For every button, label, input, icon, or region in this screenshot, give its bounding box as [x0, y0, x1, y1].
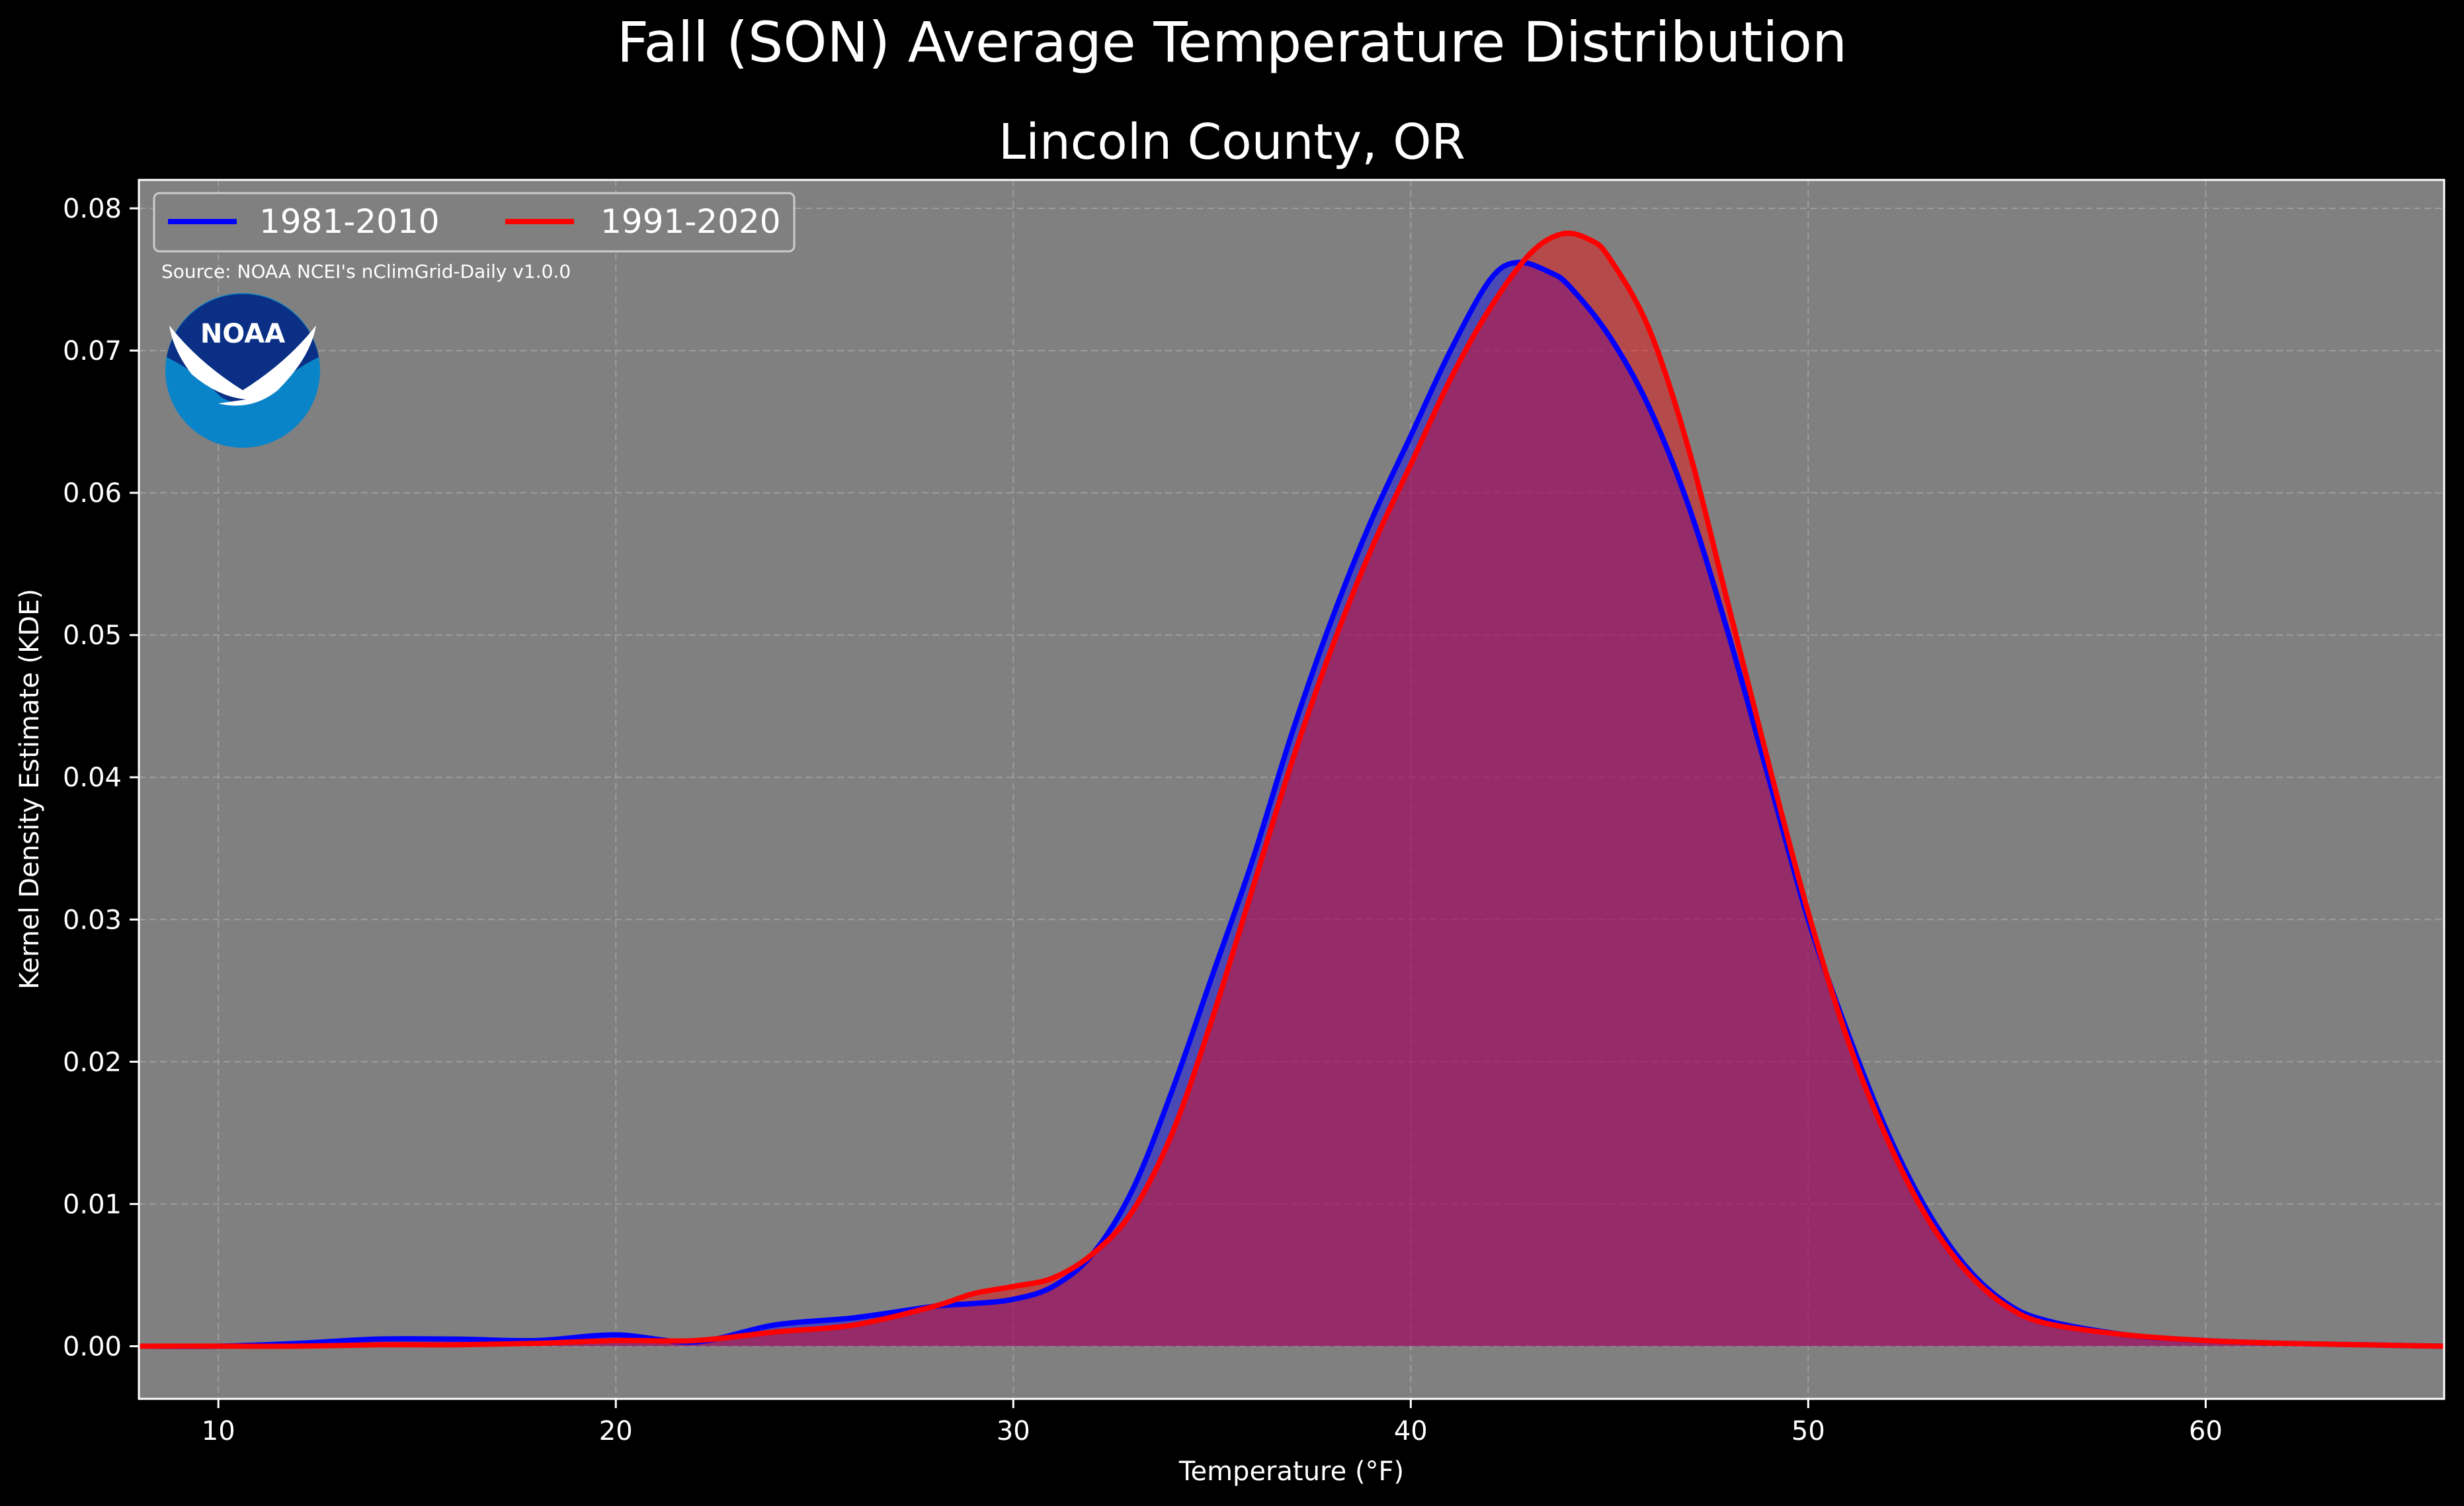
- x-axis-label: Temperature (°F): [1178, 1456, 1404, 1487]
- plot-frame: [138, 179, 2445, 1400]
- plot-area: [139, 180, 2444, 1399]
- x-tick-label-60: 60: [2189, 1416, 2223, 1446]
- y-axis: 0.00 0.01 0.02 0.03 0.04 0.05 0.06 0.07 0.08: [63, 194, 139, 1362]
- noaa-logo-text: NOAA: [200, 319, 285, 349]
- legend-label-1991-2020: 1991-2020: [600, 202, 781, 241]
- chart-title: Fall (SON) Average Temperature Distribut…: [616, 10, 1848, 75]
- y-tick-label-0.06: 0.06: [63, 478, 122, 509]
- y-tick-label-0.02: 0.02: [63, 1047, 122, 1077]
- noaa-logo: NOAA: [165, 293, 320, 448]
- fill-layer: [139, 233, 2444, 1347]
- legend-label-1981-2010: 1981-2010: [259, 202, 440, 241]
- legend: 1981-2010 1991-2020: [153, 192, 796, 253]
- y-tick-label-0.00: 0.00: [63, 1331, 122, 1362]
- x-tick-label-50: 50: [1791, 1416, 1825, 1446]
- y-tick-label-0.07: 0.07: [63, 336, 122, 366]
- y-tick-label-0.01: 0.01: [63, 1189, 122, 1220]
- noaa-logo-bird: [169, 325, 316, 406]
- area-1991-2020: [139, 233, 2444, 1347]
- y-tick-label-0.03: 0.03: [63, 905, 122, 935]
- y-tick-label-0.08: 0.08: [63, 194, 122, 224]
- line-1991-2020: [139, 230, 2445, 1349]
- x-tick-label-20: 20: [599, 1416, 633, 1446]
- area-1981-2010: [139, 262, 2444, 1347]
- y-tick-label-0.05: 0.05: [63, 620, 122, 651]
- legend-box: [153, 192, 796, 253]
- grid: [139, 180, 2444, 1399]
- x-tick-label-10: 10: [202, 1416, 235, 1446]
- x-tick-label-30: 30: [997, 1416, 1030, 1446]
- x-tick-label-40: 40: [1394, 1416, 1428, 1446]
- source-note: Source: NOAA NCEI's nClimGrid-Daily v1.0…: [161, 261, 571, 282]
- y-axis-label: Kernel Density Estimate (KDE): [15, 589, 45, 989]
- line-layer: [138, 230, 2445, 1349]
- y-tick-label-0.04: 0.04: [63, 763, 122, 793]
- x-axis: 10 20 30 40 50 60: [202, 1399, 2223, 1446]
- chart-subtitle: Lincoln County, OR: [999, 114, 1465, 171]
